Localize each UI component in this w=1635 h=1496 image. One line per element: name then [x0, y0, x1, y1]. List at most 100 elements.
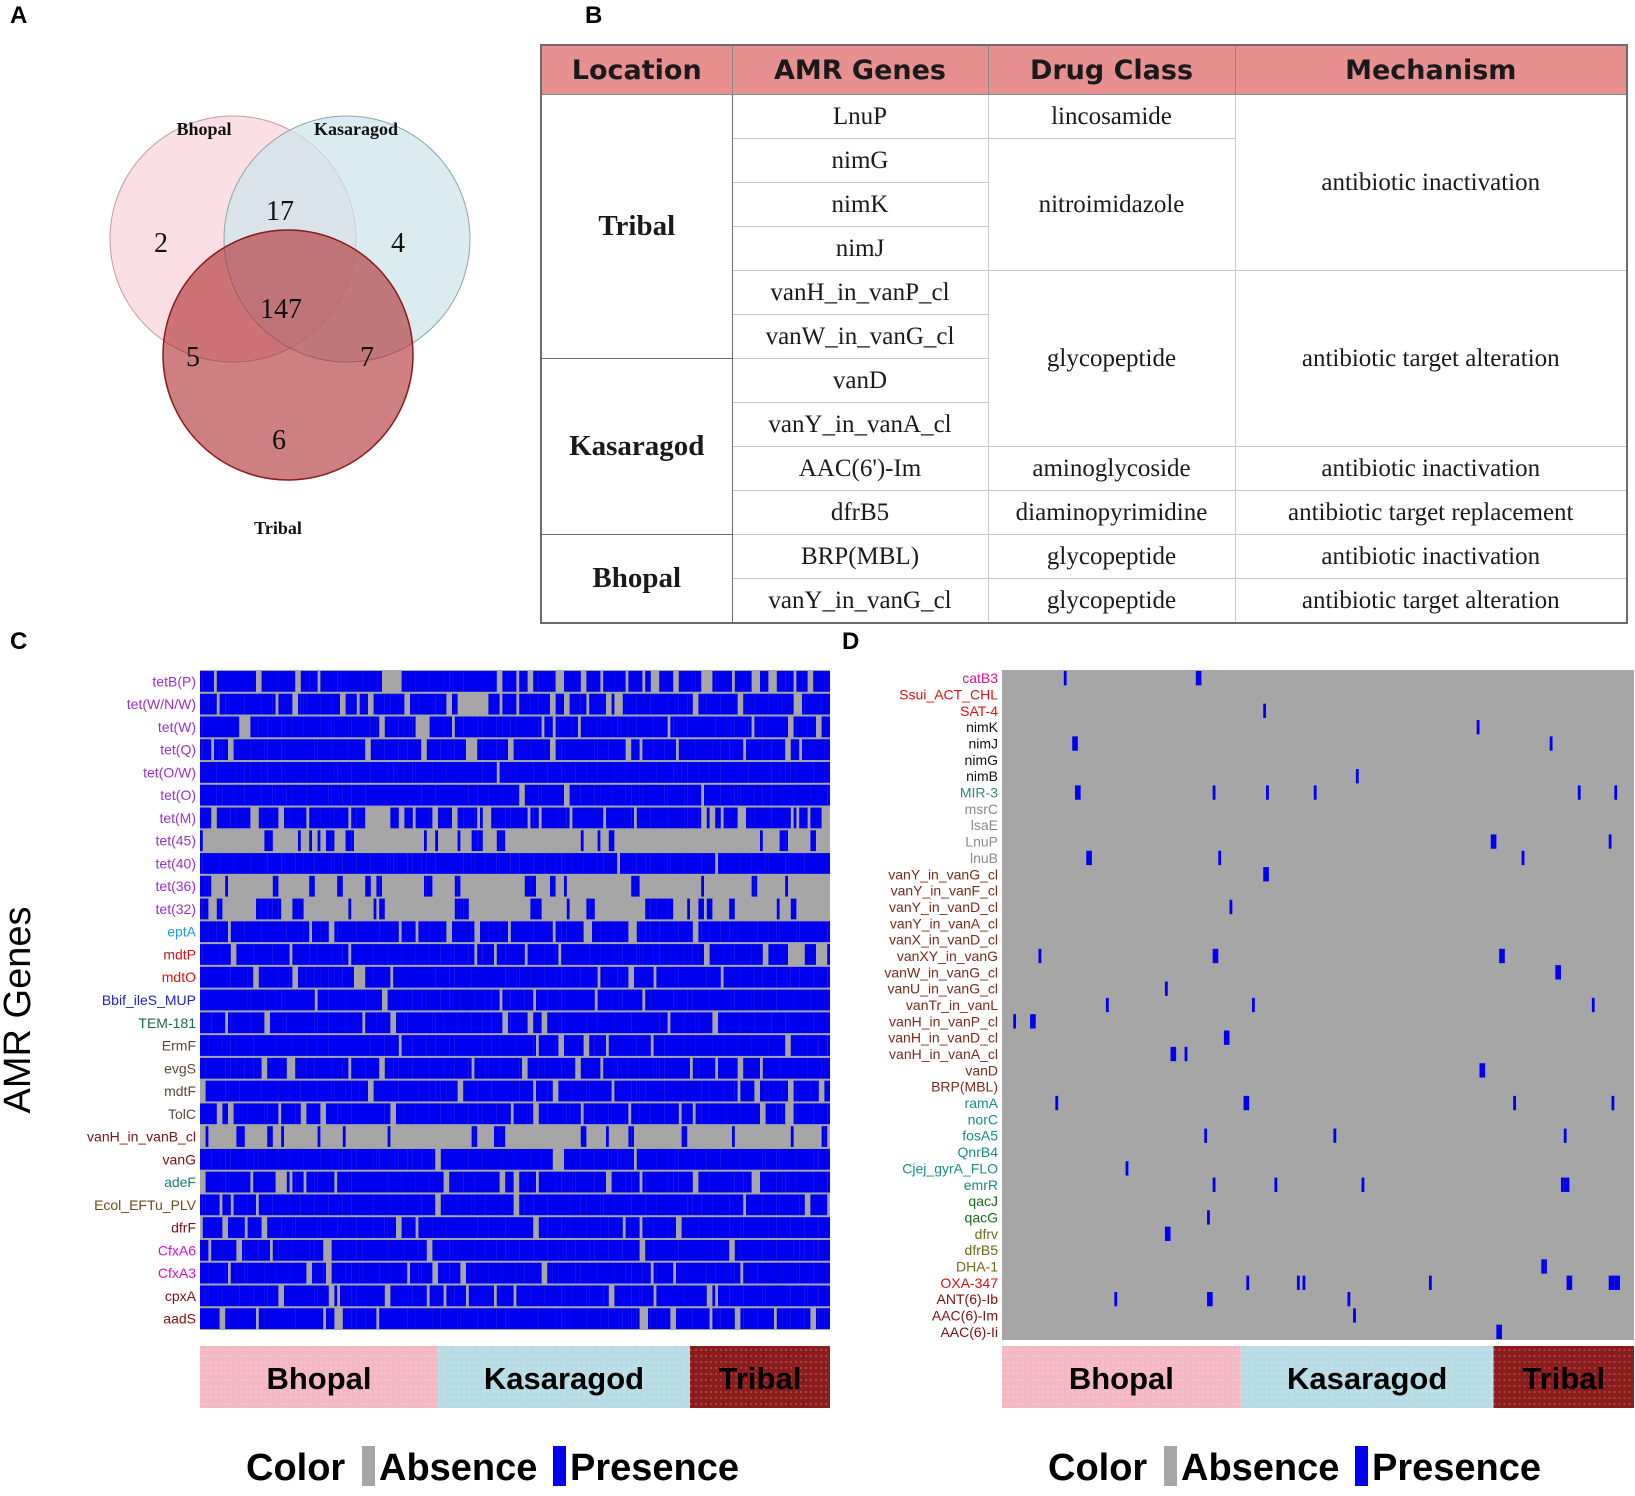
heatmap-cell-presence: [477, 1080, 492, 1102]
heatmap-cell-presence: [485, 989, 492, 1011]
heatmap-cell-presence: [312, 784, 329, 806]
heatmap-cell-presence: [804, 1308, 811, 1329]
heatmap-cell-presence: [376, 1148, 380, 1170]
heatmap-cell-presence: [225, 693, 228, 715]
heatmap-cell-presence: [673, 989, 688, 1011]
heatmap-cell-presence: [768, 1217, 777, 1238]
mechanism-cell: antibiotic target alteration: [1234, 270, 1628, 447]
heatmap-cell-presence: [617, 716, 629, 738]
heatmap-cell-presence: [452, 762, 466, 783]
heatmap-cell-presence: [424, 875, 427, 897]
heatmap-row: [1476, 720, 1480, 735]
location-tribal: Tribal: [540, 94, 733, 359]
heatmap-cell-presence: [284, 1285, 298, 1307]
heatmap-cell-presence: [312, 1262, 324, 1284]
heatmap-cell-presence: [821, 693, 830, 715]
gene-label: vanD: [965, 1062, 998, 1078]
heatmap-cell-presence: [802, 1262, 814, 1284]
heatmap-cell-presence: [634, 875, 640, 897]
heatmap-cell-presence: [258, 716, 268, 738]
heatmap-cell-presence: [508, 1012, 511, 1034]
heatmap-cell-presence: [600, 944, 615, 965]
heatmap-cell-presence: [569, 693, 578, 715]
heatmap-cell-presence: [734, 671, 752, 692]
heatmap-cell-presence: [519, 1057, 522, 1079]
heatmap-cell-presence: [415, 1308, 433, 1329]
heatmap-cell-presence: [334, 807, 349, 829]
heatmap-cell-presence: [457, 830, 461, 852]
heatmap-cell-presence: [1263, 867, 1269, 882]
heatmap-cell-presence: [746, 1194, 763, 1216]
heatmap-cell-presence: [813, 1262, 816, 1284]
heatmap-cell-presence: [653, 1262, 657, 1284]
heatmap-cell-presence: [454, 739, 466, 761]
gene-label: fosA5: [962, 1128, 998, 1144]
heatmap-cell-presence: [250, 716, 259, 738]
heatmap-cell-presence: [295, 1217, 312, 1238]
heatmap-cell-presence: [768, 1080, 783, 1102]
heatmap-cell-presence: [547, 762, 550, 783]
heatmap-cell-presence: [412, 762, 416, 783]
heatmap-cell-presence: [365, 875, 368, 897]
heatmap-cell-presence: [446, 1217, 452, 1238]
heatmap-cell-presence: [1302, 1275, 1306, 1290]
heatmap-cell-presence: [228, 762, 237, 783]
heatmap-cell-presence: [477, 1308, 486, 1329]
heatmap-cell-presence: [295, 1308, 312, 1329]
heatmap-cell-presence: [667, 1148, 679, 1170]
heatmap-cell-presence: [816, 1262, 830, 1284]
heatmap-cell-presence: [558, 1012, 562, 1034]
heatmap-cell-presence: [468, 1103, 478, 1125]
heatmap-row: [200, 966, 830, 988]
heatmap-cell-presence: [345, 989, 354, 1011]
heatmap-cell-presence: [684, 1035, 696, 1056]
heatmap-cell-presence: [264, 989, 276, 1011]
heatmap-cell-presence: [698, 1217, 713, 1238]
heatmap-cell-presence: [645, 898, 648, 920]
heatmap-cell-presence: [550, 1148, 553, 1170]
heatmap-cell-presence: [625, 1217, 640, 1238]
gene-label: BRP(MBL): [931, 1079, 998, 1095]
heatmap-cell-presence: [267, 739, 282, 761]
heatmap-cell-presence: [650, 853, 662, 874]
heatmap-cell-presence: [734, 989, 752, 1011]
heatmap-cell-presence: [354, 739, 366, 761]
heatmap-cell-presence: [480, 1285, 494, 1307]
table-row: Tribal LnuP lincosamide antibiotic inact…: [540, 94, 1628, 359]
heatmap-cell-presence: [272, 875, 276, 897]
heatmap-cell-presence: [418, 693, 436, 715]
heatmap-cell-presence: [600, 716, 612, 738]
heatmap-cell-presence: [404, 1239, 419, 1261]
heatmap-cell-presence: [480, 1171, 494, 1193]
heatmap-cell-presence: [796, 1262, 800, 1284]
heatmap-cell-presence: [760, 671, 769, 692]
gene-label: mdtF: [164, 1083, 196, 1099]
heatmap-cell-presence: [443, 1057, 455, 1079]
heatmap-cell-presence: [272, 1239, 279, 1261]
heatmap-cell-presence: [345, 671, 363, 692]
heatmap-cell-presence: [684, 1285, 690, 1307]
heatmap-cell-presence: [267, 1285, 279, 1307]
heatmap-cell-presence: [785, 875, 788, 897]
heatmap-cell-presence: [636, 716, 654, 738]
heatmap-cell-presence: [597, 1262, 615, 1284]
heatmap-cell-presence: [228, 989, 242, 1011]
heatmap-cell-presence: [446, 1285, 455, 1307]
heatmap-cell-presence: [216, 807, 231, 829]
heatmap-cell-presence: [771, 1012, 786, 1034]
heatmap-cell-presence: [636, 693, 651, 715]
heatmap-cell-presence: [603, 1285, 609, 1307]
gene-cell: vanH_in_vanP_cl: [731, 270, 989, 315]
heatmap-cell-presence: [250, 739, 265, 761]
heatmap-cell-presence: [415, 762, 433, 783]
heatmap-cell-presence: [608, 1217, 623, 1238]
heatmap-cell-presence: [256, 1080, 262, 1102]
heatmap-cell-presence: [541, 1148, 550, 1170]
heatmap-cell-presence: [225, 1262, 228, 1284]
heatmap-row: [1086, 850, 1525, 866]
heatmap-cell-presence: [225, 1080, 228, 1102]
heatmap-cell-presence: [205, 1285, 209, 1307]
heatmap-cell-presence: [334, 921, 338, 943]
heatmap-cell-presence: [200, 1308, 214, 1329]
heatmap-cell-presence: [253, 1148, 259, 1170]
